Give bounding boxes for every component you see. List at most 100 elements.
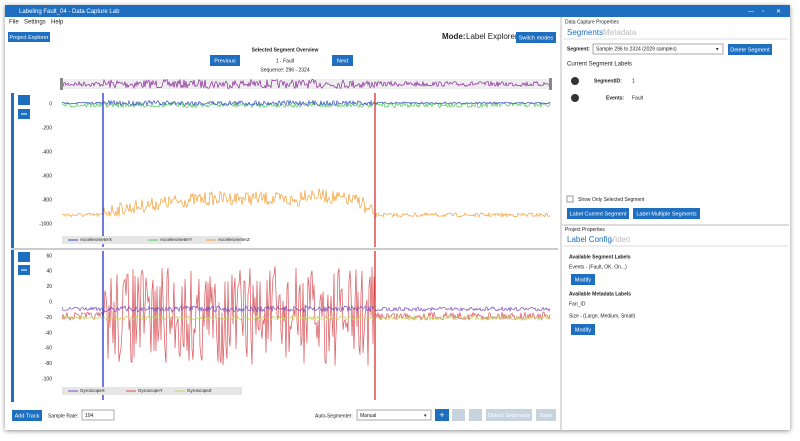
- tab-active[interactable]: Segments: [567, 28, 603, 37]
- window-title: Labeling Fault_04 - Data Capture Lab: [19, 9, 120, 15]
- sequence: Sequence: 296 - 2324: [260, 67, 309, 73]
- signal-trace: [61, 314, 551, 322]
- add-track-button[interactable]: [12, 410, 42, 421]
- menu-item[interactable]: Settings: [24, 20, 46, 26]
- track-handle: [11, 250, 14, 402]
- y-tick-label: 60: [46, 253, 52, 259]
- segment-select[interactable]: [592, 43, 724, 55]
- menu-item[interactable]: File: [9, 20, 19, 26]
- section-title: Available Segment Labels: [569, 254, 631, 260]
- button-label: Label Current Segment: [570, 211, 627, 217]
- y-tick-label: -1000: [39, 221, 52, 227]
- y-tick-label: -60: [45, 346, 52, 352]
- label-item: Events - (Fault, OK, On...): [569, 264, 627, 270]
- button-label: Detect Segments: [488, 413, 530, 419]
- minimize[interactable]: —: [748, 9, 754, 15]
- y-tick-label: -400: [42, 149, 52, 155]
- auto-segmenter: Manual: [360, 413, 376, 419]
- y-tick-label: -80: [45, 361, 52, 367]
- overview-title: Selected Segment Overview: [252, 47, 319, 53]
- tool-button[interactable]: [452, 409, 465, 421]
- close[interactable]: ✕: [776, 9, 781, 15]
- y-tick-label: -100: [42, 377, 52, 383]
- previous-button[interactable]: [210, 55, 240, 66]
- button-label: Next: [337, 58, 349, 64]
- project-explorer-button[interactable]: [8, 32, 50, 42]
- edit-track[interactable]: [18, 252, 30, 262]
- y-tick-label: 0: [49, 300, 52, 306]
- detect-button[interactable]: [486, 409, 532, 421]
- signal-trace: [61, 305, 551, 314]
- legend-label: AccelerometerX: [80, 237, 112, 242]
- button-label: Delete Segment: [730, 47, 770, 53]
- y-tick-label: -40: [45, 330, 52, 336]
- dropdown-arrow: ▾: [424, 413, 427, 419]
- switch-modes-button[interactable]: [516, 32, 556, 43]
- title-bar: [5, 5, 790, 17]
- signal-trace: [61, 266, 551, 366]
- checkbox-label: Show Only Selected Segment: [578, 197, 645, 203]
- events: Fault: [632, 95, 644, 101]
- label-current-button[interactable]: [567, 208, 629, 219]
- legend-label: AccelerometerZ: [218, 237, 250, 242]
- sample-rate-label: Sample Rate:: [48, 413, 78, 419]
- signal-trace: [61, 188, 551, 219]
- legend-label: AccelerometerY: [160, 237, 192, 242]
- panel-title: Project Properties: [565, 227, 605, 233]
- tab[interactable]: Video: [610, 235, 631, 244]
- events-label: Events:: [606, 95, 624, 101]
- menu-item[interactable]: Help: [51, 20, 64, 26]
- button-label: Save: [540, 413, 553, 419]
- mode-label: Mode:: [442, 32, 466, 41]
- button-label: Previous: [214, 58, 236, 64]
- signal-trace: [61, 78, 551, 90]
- mode-value: Label Explorer: [466, 32, 518, 41]
- segment-name: 1 - Fault: [276, 58, 295, 64]
- button-label: Switch modes: [519, 35, 553, 41]
- y-tick-label: -200: [42, 125, 52, 131]
- overview-handle: [549, 78, 552, 90]
- segment-id-label: SegmentID:: [594, 78, 622, 84]
- label-icon: [571, 77, 579, 85]
- button-label: Project Explorer: [9, 35, 48, 41]
- y-tick-label: 0: [49, 101, 52, 107]
- overview-handle: [60, 78, 63, 90]
- track-handle: [11, 93, 14, 248]
- tab-active[interactable]: Label Config: [567, 235, 612, 244]
- next-button[interactable]: [332, 55, 353, 66]
- modify-button[interactable]: [571, 274, 595, 285]
- section-title: Available Metadata Labels: [569, 291, 631, 297]
- button-label: Label Multiple Segments: [636, 211, 696, 217]
- legend-label: GyroscopeY: [138, 388, 163, 393]
- sample-rate-input[interactable]: [81, 409, 115, 421]
- label-item: Fan_ID: [569, 301, 586, 307]
- legend-label: GyroscopeX: [80, 388, 105, 393]
- modify-button[interactable]: [571, 324, 595, 335]
- sample-rate: 104: [85, 413, 94, 419]
- y-tick-label: 40: [46, 269, 52, 275]
- restore[interactable]: ▫: [762, 9, 764, 15]
- auto-segmenter-select[interactable]: [356, 409, 432, 421]
- legend-box: [62, 387, 242, 395]
- segment-id: 1: [632, 78, 635, 84]
- delete-segment-button[interactable]: [728, 44, 772, 55]
- label-multiple-button[interactable]: [633, 208, 700, 219]
- add-segment-button[interactable]: [435, 409, 449, 421]
- label-item: Size - (Large, Medium, Small): [569, 313, 635, 319]
- y-tick-label: 20: [46, 284, 52, 290]
- edit-track[interactable]: [18, 95, 30, 105]
- tool-button[interactable]: [469, 409, 482, 421]
- section-title: Current Segment Labels: [567, 62, 632, 68]
- y-tick-label: -20: [45, 315, 52, 321]
- label-icon: [571, 94, 579, 102]
- dropdown-arrow: ▾: [716, 46, 719, 52]
- panel-title: Data Capture Properties: [565, 19, 619, 25]
- legend-label: GyroscopeZ: [187, 388, 212, 393]
- button-label: Add Track: [15, 413, 40, 419]
- checkbox[interactable]: [566, 195, 574, 203]
- tab[interactable]: Metadata: [603, 28, 637, 37]
- save-button[interactable]: [536, 409, 556, 421]
- button-label: Modify: [575, 277, 591, 283]
- segment-value: Sample 296 to 2324 (2029 samples): [596, 46, 677, 52]
